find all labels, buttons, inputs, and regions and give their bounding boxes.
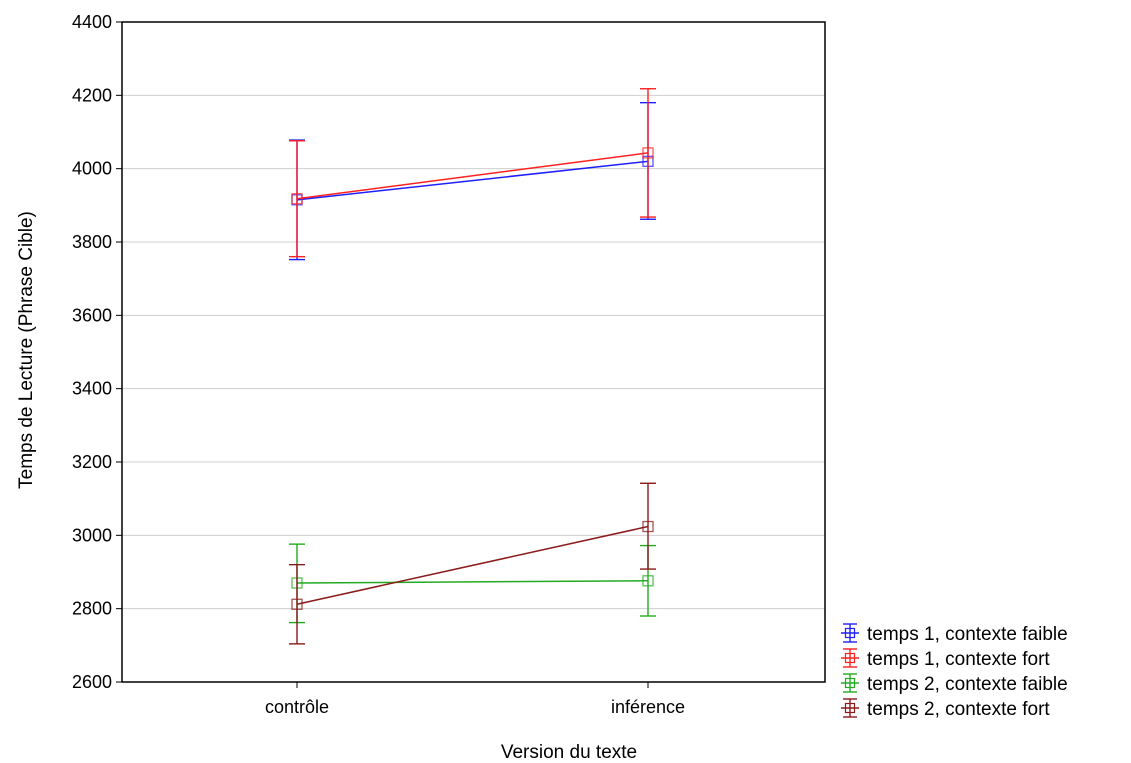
legend-item: temps 2, contexte fort bbox=[841, 698, 1050, 720]
y-axis-title: Temps de Lecture (Phrase Cible) bbox=[16, 211, 37, 489]
series-2 bbox=[289, 543, 656, 624]
legend-item: temps 1, contexte fort bbox=[841, 648, 1050, 670]
data-point bbox=[642, 147, 654, 159]
legend-label: temps 1, contexte fort bbox=[867, 649, 1050, 670]
legend-marker-icon bbox=[844, 627, 856, 639]
y-tick-label: 4400 bbox=[72, 12, 112, 32]
series-1 bbox=[289, 88, 656, 258]
legend-item: temps 1, contexte faible bbox=[841, 623, 1068, 645]
data-point bbox=[642, 575, 654, 587]
legend-label: temps 2, contexte fort bbox=[867, 699, 1050, 720]
series-line bbox=[296, 580, 649, 584]
legend-marker-icon bbox=[844, 677, 856, 689]
x-axis: contrôle inférence bbox=[265, 682, 685, 717]
legend-label: temps 1, contexte faible bbox=[867, 624, 1068, 645]
y-tick-label: 4000 bbox=[72, 159, 112, 179]
legend-marker-icon bbox=[844, 702, 856, 714]
series-0 bbox=[289, 101, 656, 261]
series-3 bbox=[289, 482, 656, 645]
x-tick-label: contrôle bbox=[265, 697, 329, 717]
data-point bbox=[642, 520, 654, 533]
x-tick-label: inférence bbox=[611, 697, 685, 717]
y-axis: 2600 2800 3000 3200 3400 3600 3800 4000 4200 4400 bbox=[72, 12, 122, 692]
y-tick-label: 3000 bbox=[72, 525, 112, 545]
legend-label: temps 2, contexte faible bbox=[867, 674, 1068, 695]
y-tick-label: 2800 bbox=[72, 599, 112, 619]
y-tick-label: 3800 bbox=[72, 232, 112, 252]
legend: temps 1, contexte faible temps 1, context… bbox=[841, 623, 1068, 720]
series-layer bbox=[289, 88, 656, 645]
data-point bbox=[291, 193, 303, 205]
grid-lines bbox=[122, 94, 825, 610]
y-tick-label: 3200 bbox=[72, 452, 112, 472]
data-point bbox=[291, 598, 303, 610]
series-line bbox=[296, 525, 649, 605]
x-axis-title: Version du texte bbox=[501, 742, 637, 763]
y-tick-label: 3400 bbox=[72, 379, 112, 399]
legend-item: temps 2, contexte faible bbox=[841, 673, 1068, 695]
series-line bbox=[296, 152, 649, 200]
legend-marker-icon bbox=[844, 652, 856, 664]
y-tick-label: 2600 bbox=[72, 672, 112, 692]
y-tick-label: 4200 bbox=[72, 85, 112, 105]
y-tick-label: 3600 bbox=[72, 305, 112, 325]
series-line bbox=[296, 160, 649, 201]
plot-area bbox=[121, 21, 826, 683]
